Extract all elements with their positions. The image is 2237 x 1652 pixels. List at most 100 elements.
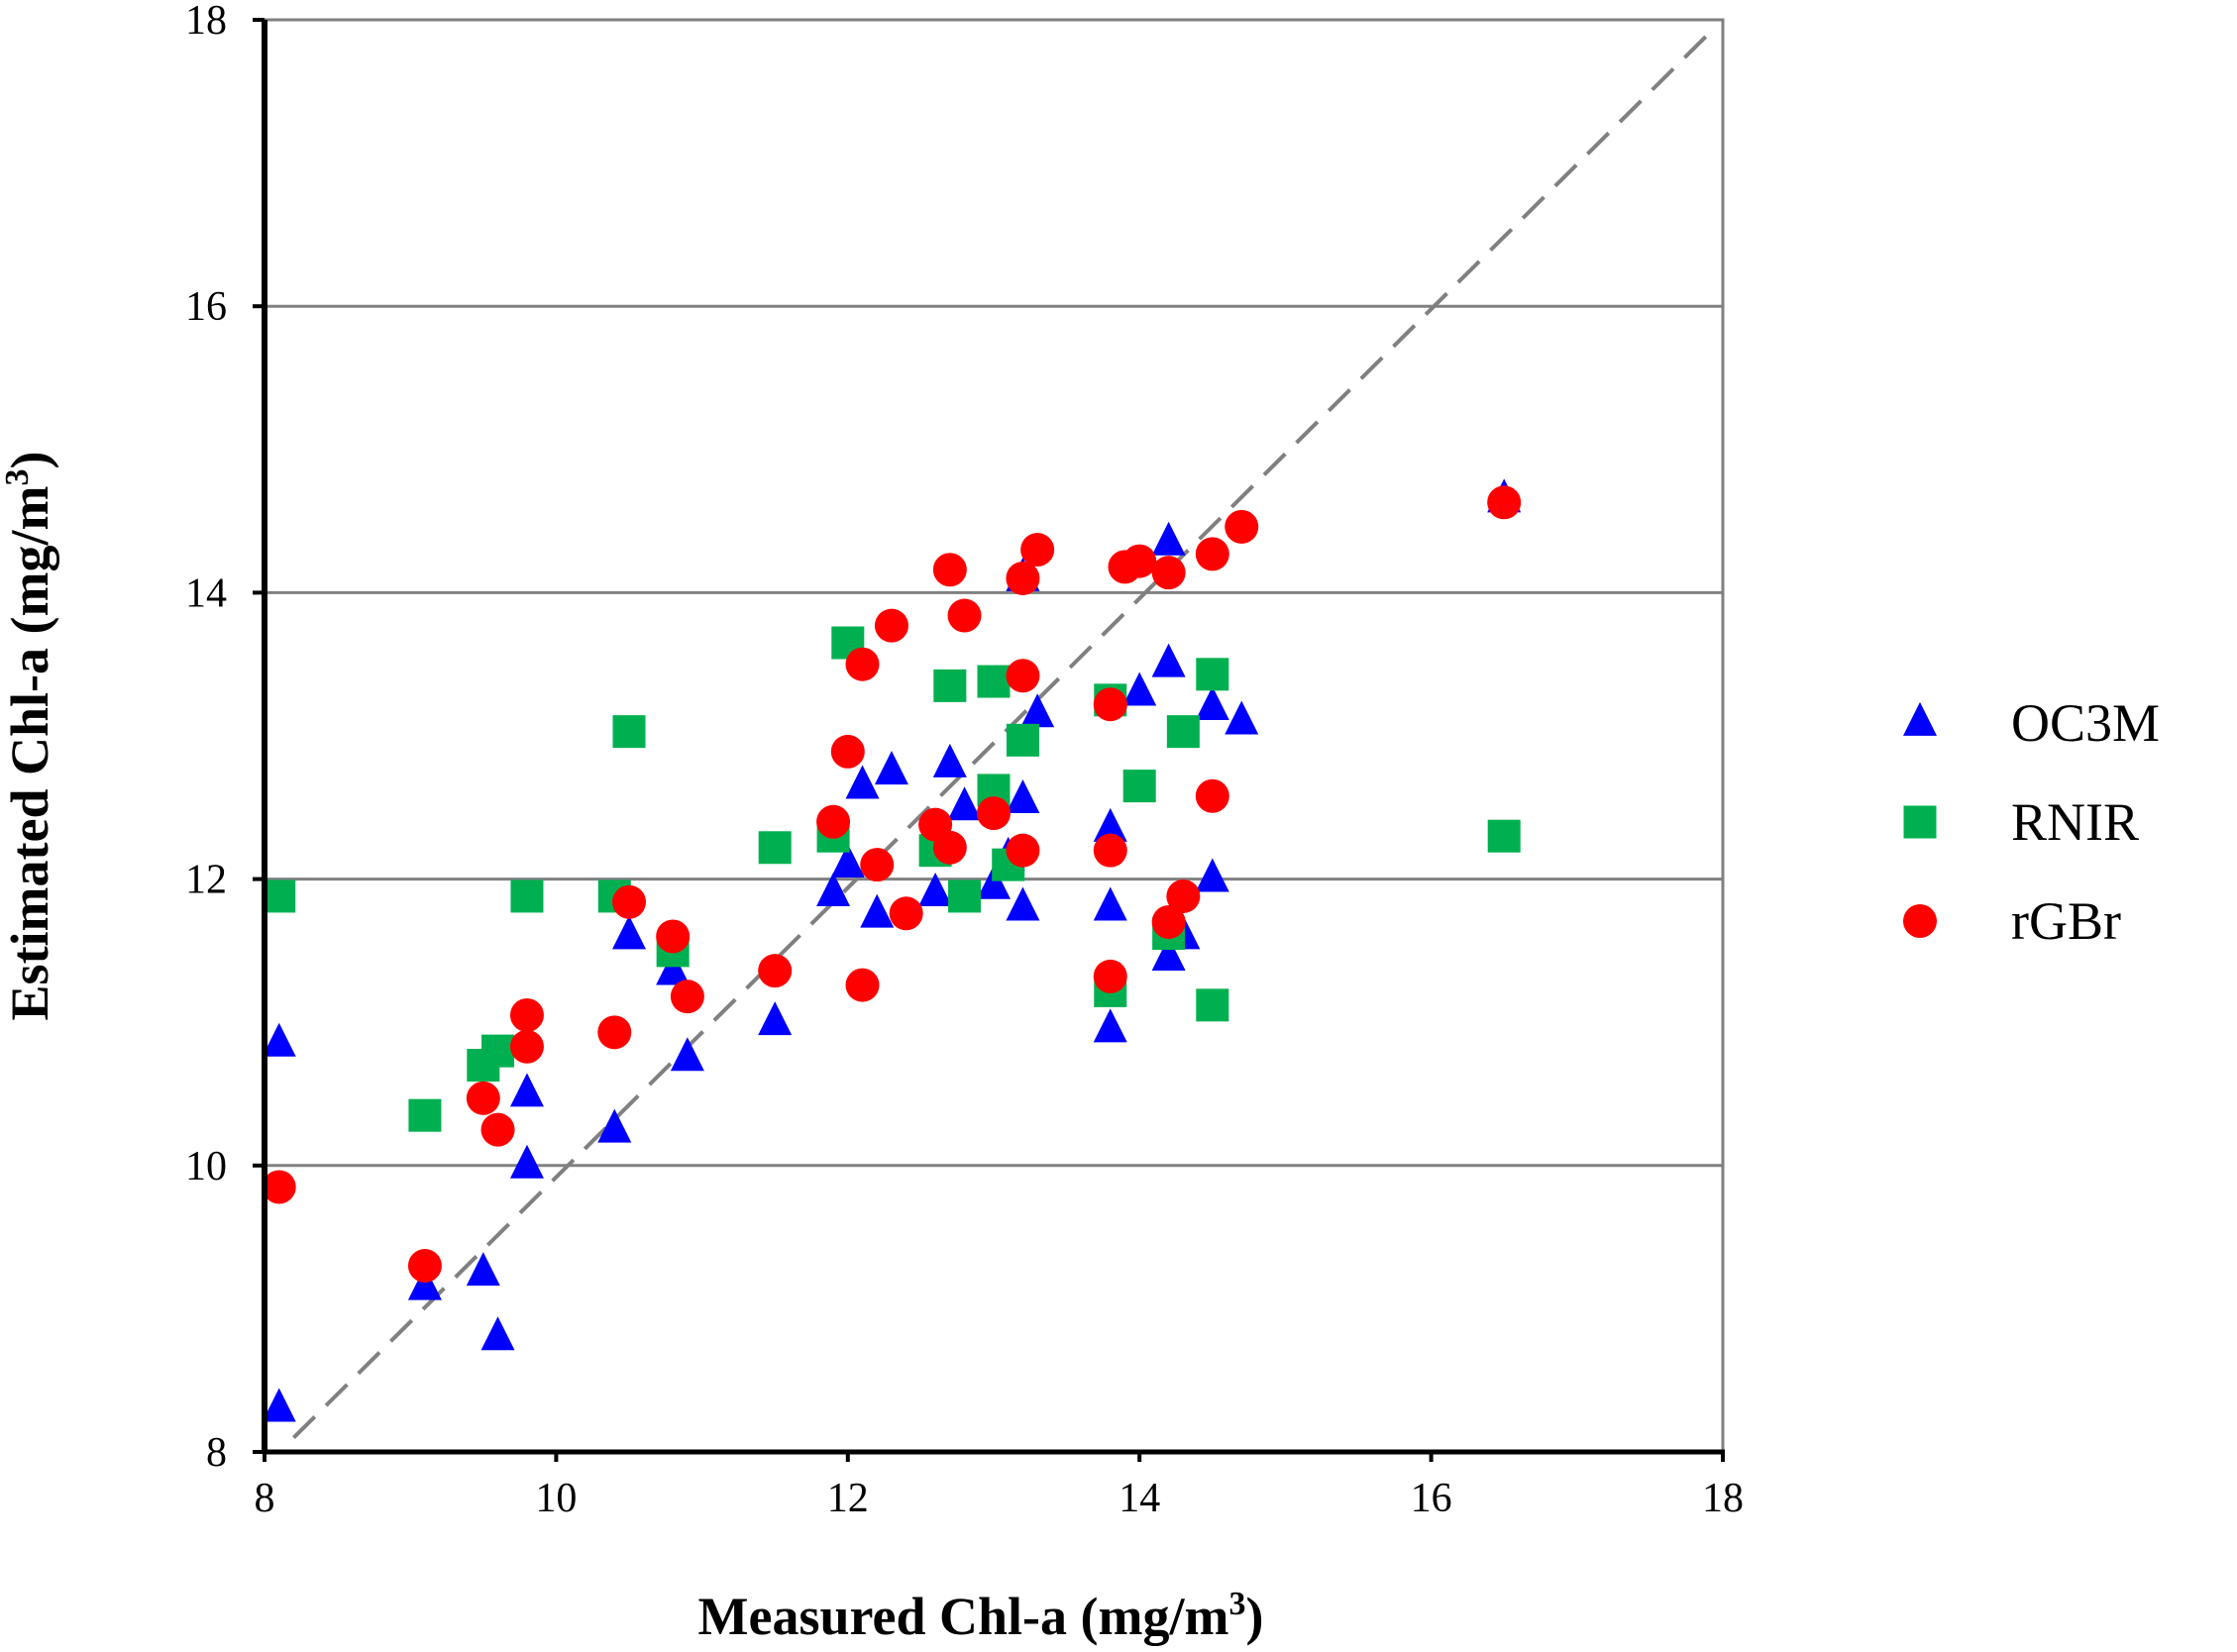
rGBr-point-28 [1093,833,1127,868]
rGBr-point-13 [845,647,880,681]
OC3M-point-34 [1195,686,1229,720]
OC3M-point-23 [1006,886,1040,921]
OC3M-point-36 [1225,700,1259,735]
RNIR-point-12 [933,669,967,702]
x-tick-label-10: 10 [535,1476,577,1521]
OC3M-point-12 [816,872,851,906]
y-tick-label-18: 18 [185,0,227,44]
rGBr-point-26 [1020,533,1055,568]
OC3M-point-24 [1020,693,1055,728]
y-tick-label-12: 12 [185,858,227,903]
rGBr-point-27 [1093,687,1127,722]
legend-label-rGBr: rGBr [2011,891,2121,951]
series-rGBr [262,485,1522,1284]
rGBr-point-36 [1195,778,1229,813]
RNIR-point-8 [758,831,792,865]
OC3M-point-16 [874,751,908,785]
OC3M-point-1 [262,1022,296,1057]
OC3M-point-13 [830,844,865,878]
x-axis-title: Measured Chl-a (mg/m3) [698,1586,1264,1646]
legend-marker-OC3M [1903,701,1937,736]
OC3M-point-30 [1151,643,1186,677]
OC3M-point-19 [947,786,982,821]
x-tick-label-14: 14 [1118,1476,1160,1521]
rGBr-point-15 [860,848,895,882]
rGBr-point-17 [889,896,923,931]
y-tick-label-10: 10 [185,1144,227,1189]
tick-labels: 8 10 12 14 16 18 8 10 12 14 16 18 [185,0,1744,1521]
RNIR-point-17 [1006,723,1039,757]
rGBr-point-34 [1166,878,1201,913]
rGBr-point-33 [1151,904,1186,939]
rGBr-point-7 [612,884,646,919]
OC3M-point-11 [758,1001,793,1036]
rGBr-point-38 [1487,485,1522,520]
rGBr-point-32 [1151,556,1186,590]
OC3M-point-10 [670,1037,704,1072]
legend-marker-RNIR [1903,805,1937,839]
OC3M-point-22 [1006,778,1040,813]
RNIR-point-22 [1166,715,1200,749]
RNIR-point-20 [1122,770,1156,803]
y-axis-title: Estimated Chl-a (mg/m3) [0,452,59,1021]
OC3M-point-8 [612,915,646,950]
OC3M-point-18 [932,743,967,777]
RNIR-point-14 [977,665,1011,698]
rGBr-point-4 [509,997,544,1032]
OC3M-point-17 [918,872,953,906]
RNIR-point-1 [408,1098,442,1132]
axis-ticks [253,18,1725,1462]
rGBr-point-12 [830,734,865,769]
x-tick-label-12: 12 [827,1476,869,1521]
OC3M-point-32 [1151,521,1186,556]
y-tick-label-8: 8 [206,1430,227,1476]
rGBr-point-23 [1006,561,1040,595]
rGBr-point-6 [597,1015,632,1050]
RNIR-point-3 [481,1034,515,1068]
OC3M-point-4 [480,1316,515,1351]
x-tick-label-8: 8 [255,1476,275,1521]
OC3M-point-9 [656,951,691,985]
RNIR-point-0 [263,879,296,913]
OC3M-point-15 [860,893,895,928]
RNIR-point-13 [948,879,982,913]
OC3M-point-5 [509,1073,544,1107]
y-tick-label-14: 14 [185,570,227,616]
rGBr-point-2 [466,1081,500,1115]
rGBr-point-0 [262,1170,296,1204]
rGBr-point-24 [1006,659,1040,693]
rGBr-point-25 [1006,833,1040,868]
OC3M-point-29 [1122,671,1157,706]
rGBr-point-21 [947,598,982,633]
rGBr-point-31 [1122,544,1157,578]
OC3M-point-7 [597,1108,632,1143]
rGBr-point-3 [480,1112,515,1147]
rGBr-point-10 [758,954,793,988]
rGBr-point-1 [407,1249,442,1284]
OC3M-point-27 [1093,886,1127,921]
rGBr-point-11 [816,804,851,839]
OC3M-point-6 [509,1144,544,1179]
RNIR-point-24 [1196,988,1229,1022]
RNIR-point-4 [510,879,544,913]
OC3M-point-14 [845,765,880,799]
OC3M-point-35 [1195,858,1229,892]
rGBr-point-20 [932,830,967,865]
data-points [262,478,1522,1422]
rGBr-point-8 [656,919,691,954]
rGBr-point-35 [1195,537,1229,571]
rGBr-point-16 [874,608,908,643]
RNIR-point-6 [612,715,646,749]
rGBr-point-9 [670,980,704,1014]
rGBr-point-19 [932,553,967,587]
rGBr-point-14 [845,968,880,1002]
legend-label-RNIR: RNIR [2011,792,2139,852]
OC3M-point-20 [977,865,1011,899]
legend: OC3M RNIR rGBr [1903,693,2160,951]
rGBr-point-29 [1093,959,1127,993]
OC3M-point-2 [407,1266,442,1300]
y-tick-label-16: 16 [185,284,227,330]
OC3M-point-26 [1093,807,1127,842]
rGBr-point-22 [977,796,1011,831]
